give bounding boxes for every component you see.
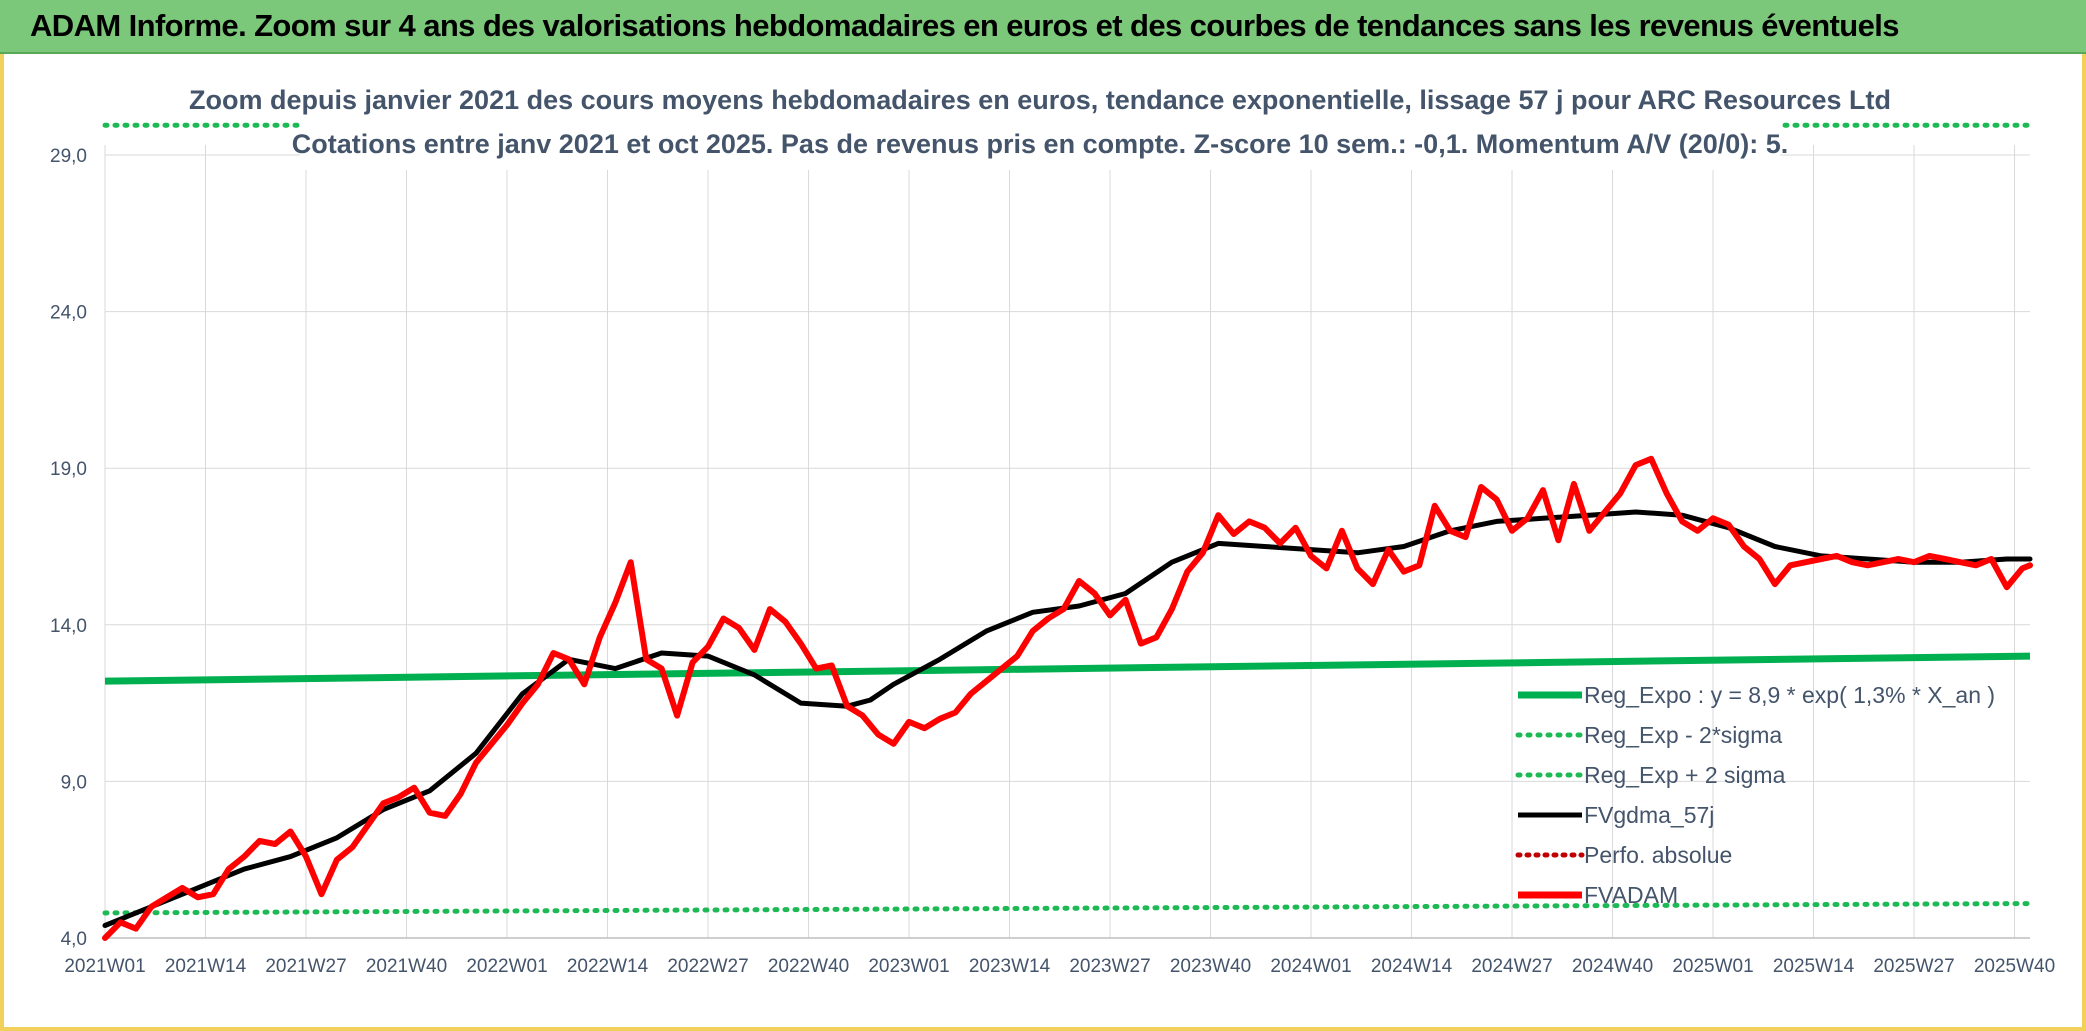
x-tick-label: 2024W40 (1572, 956, 1653, 977)
legend-label: Reg_Exp + 2 sigma (1584, 762, 1786, 788)
y-tick-label: 19,0 (50, 459, 87, 480)
x-tick-label: 2021W14 (165, 956, 247, 977)
x-tick-label: 2022W01 (466, 956, 547, 977)
y-tick-label: 29,0 (50, 146, 87, 167)
y-tick-label: 14,0 (50, 616, 87, 637)
y-tick-label: 24,0 (50, 303, 87, 324)
subtitle-box (300, 78, 1780, 170)
chart-subtitle-line2: Cotations entre janv 2021 et oct 2025. P… (292, 129, 1789, 159)
reg-expo-line (104, 652, 2031, 685)
x-tick-label: 2024W01 (1270, 956, 1351, 977)
x-tick-label: 2023W40 (1170, 956, 1251, 977)
x-tick-label: 2022W27 (667, 956, 748, 977)
legend-label: Perfo. absolue (1584, 842, 1732, 868)
y-axis-labels: 4,0 9,0 14,0 19,0 24,0 29,0 (50, 146, 87, 950)
y-tick-label: 9,0 (61, 772, 87, 793)
x-tick-label: 2023W01 (868, 956, 949, 977)
x-tick-label: 2021W40 (366, 956, 447, 977)
x-tick-label: 2022W40 (768, 956, 849, 977)
x-tick-label: 2024W27 (1471, 956, 1552, 977)
x-tick-label: 2025W01 (1672, 956, 1753, 977)
legend: Reg_Expo : y = 8,9 * exp( 1,3% * X_an ) R… (1515, 682, 1995, 908)
x-axis-labels: 2021W01 2021W14 2021W27 2021W40 2022W01 2022W… (64, 956, 2055, 977)
y-tick-label: 4,0 (61, 929, 87, 950)
fvadam-line (102, 455, 2033, 941)
x-tick-label: 2021W27 (265, 956, 346, 977)
legend-label: Reg_Exp - 2*sigma (1584, 722, 1782, 748)
x-tick-label: 2025W40 (1974, 956, 2055, 977)
x-tick-label: 2022W14 (567, 956, 649, 977)
legend-label: FVADAM (1584, 882, 1678, 908)
x-tick-label: 2024W14 (1371, 956, 1453, 977)
x-tick-label: 2025W27 (1873, 956, 1954, 977)
x-tick-label: 2023W27 (1069, 956, 1150, 977)
legend-label: FVgdma_57j (1584, 802, 1714, 828)
report-title: ADAM Informe. Zoom sur 4 ans des valoris… (30, 8, 1900, 43)
report-banner: ADAM Informe. Zoom sur 4 ans des valoris… (0, 0, 2086, 54)
legend-label: Reg_Expo : y = 8,9 * exp( 1,3% * X_an ) (1584, 682, 1995, 708)
fvgdma-57j-line (102, 509, 2033, 928)
reg-minus-2sigma-line (102, 901, 2033, 916)
x-tick-label: 2023W14 (969, 956, 1051, 977)
chart-subtitle-line1: Zoom depuis janvier 2021 des cours moyen… (189, 85, 1891, 115)
x-tick-label: 2025W14 (1773, 956, 1855, 977)
x-tick-label: 2021W01 (64, 956, 145, 977)
